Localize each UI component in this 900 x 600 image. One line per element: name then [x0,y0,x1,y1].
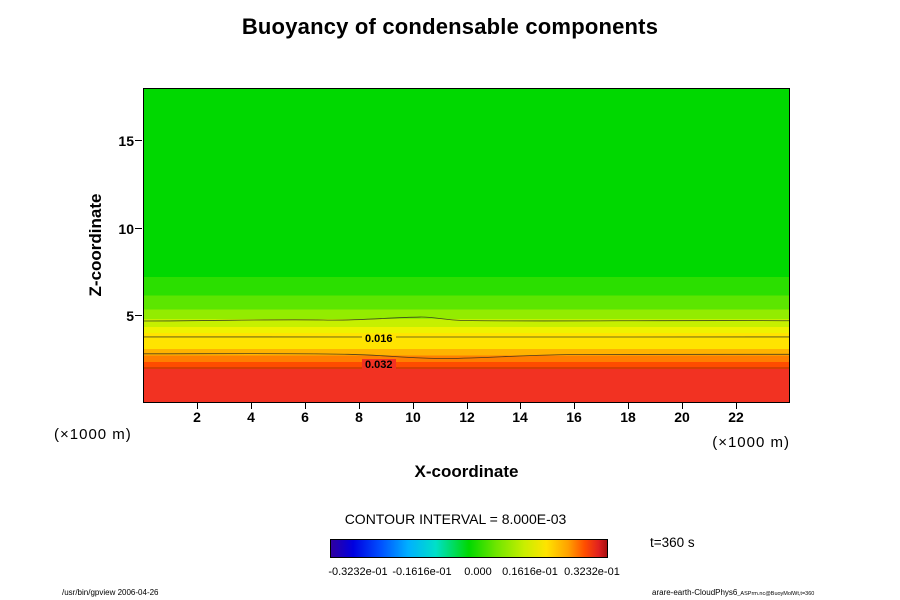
contour-line [144,353,789,359]
colorbar-tick-label: 0.3232e-01 [564,566,620,578]
contour-label-0016: 0.016 [362,333,396,346]
y-tick-mark [135,140,142,141]
contour-line [144,316,789,322]
x-tick-mark [574,403,575,409]
y-tick-mark [135,315,142,316]
x-tick-label: 2 [193,409,201,425]
x-axis-label: X-coordinate [414,462,519,481]
footer-dataset-main: arare-earth-CloudPhys6 [652,588,738,597]
x-unit-left: (×1000 m) [54,426,132,443]
x-tick-mark [628,403,629,409]
y-axis-label: Z-coordinate [86,193,105,297]
x-tick-mark [305,403,306,409]
colorbar-tick-label: 0.1616e-01 [502,566,558,578]
x-tick-label: 20 [674,409,690,425]
plot-field [144,89,789,402]
time-annotation: t=360 s [650,535,695,550]
footer-dataset-detail: _ASPrm.nc@BuoyMolWt,t=360 [737,591,815,597]
x-tick-label: 18 [620,409,636,425]
footer-dataset: arare-earth-CloudPhys6_ASPrm.nc@BuoyMolW… [652,588,814,597]
x-tick-mark [359,403,360,409]
x-tick-mark [413,403,414,409]
x-tick-mark [520,403,521,409]
x-unit-right: (×1000 m) [712,434,790,451]
x-tick-mark [682,403,683,409]
contour-lines [144,316,789,369]
colorbar [330,539,608,558]
x-tick-label: 6 [301,409,309,425]
x-tick-label: 14 [512,409,528,425]
plot-frame: 0.016 0.032 [143,88,790,403]
y-tick-label: 10 [118,221,134,237]
x-tick-label: 12 [459,409,475,425]
colorbar-tick-label: -0.3232e-01 [328,566,388,578]
x-tick-mark [736,403,737,409]
contour-label-0032: 0.032 [362,359,396,372]
x-tick-mark [251,403,252,409]
page-title: Buoyancy of condensable components [241,14,659,39]
x-tick-label: 8 [355,409,363,425]
colorbar-tick-label: 0.000 [464,566,492,578]
footer-command: /usr/bin/gpview 2006-04-26 [62,588,159,597]
colorbar-gradient [331,540,607,557]
colorbar-tick-label: -0.1616e-01 [392,566,452,578]
y-tick-label: 15 [118,133,134,149]
x-tick-label: 4 [247,409,255,425]
x-tick-label: 22 [728,409,744,425]
contour-interval-text: CONTOUR INTERVAL = 8.000E-03 [344,511,567,527]
x-tick-mark [467,403,468,409]
x-tick-mark [197,403,198,409]
y-tick-mark [135,228,142,229]
x-tick-label: 16 [566,409,582,425]
x-tick-label: 10 [405,409,421,425]
y-tick-label: 5 [126,308,134,324]
